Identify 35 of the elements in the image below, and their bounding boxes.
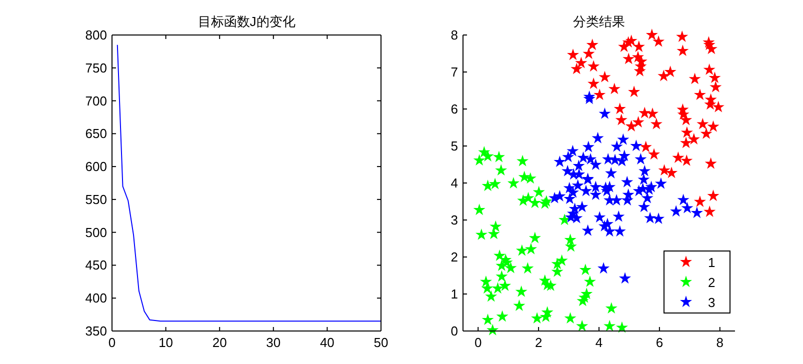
x-tick-label: 50 <box>374 335 388 350</box>
y-tick-label: 4 <box>450 176 458 190</box>
y-tick-label: 450 <box>85 258 107 273</box>
x-tick-label: 4 <box>595 335 603 350</box>
y-tick-label: 800 <box>85 28 107 42</box>
chart-title: 目标函数J的变化 <box>198 14 296 29</box>
y-tick-label: 0 <box>450 324 458 338</box>
y-tick-label: 600 <box>85 159 107 174</box>
y-tick-label: 400 <box>85 290 107 306</box>
x-tick-label: 20 <box>212 335 227 350</box>
y-tick-label: 650 <box>85 126 107 142</box>
legend-label: 2 <box>708 275 716 290</box>
x-tick-label: 10 <box>158 335 174 350</box>
y-tick-label: 550 <box>85 192 107 207</box>
y-tick-label: 350 <box>85 324 107 338</box>
x-tick-label: 40 <box>320 335 334 350</box>
legend-label: 1 <box>708 255 716 270</box>
y-tick-label: 8 <box>450 28 458 42</box>
y-tick-label: 700 <box>85 93 107 108</box>
x-tick-label: 8 <box>716 335 724 350</box>
y-tick-label: 6 <box>450 102 458 116</box>
x-tick-label: 6 <box>656 335 664 350</box>
y-tick-label: 7 <box>450 64 458 80</box>
y-tick-label: 5 <box>450 138 458 154</box>
chart-title: 分类结果 <box>573 14 625 29</box>
y-tick-label: 1 <box>450 286 458 302</box>
x-tick-label: 0 <box>474 335 482 350</box>
y-tick-label: 2 <box>450 250 458 264</box>
line-series <box>116 44 382 322</box>
y-tick-label: 500 <box>85 224 107 240</box>
y-tick-label: 3 <box>450 212 458 228</box>
x-tick-label: 2 <box>534 335 542 350</box>
y-tick-label: 750 <box>85 60 107 76</box>
legend-label: 3 <box>708 295 716 310</box>
x-tick-label: 30 <box>266 335 281 350</box>
